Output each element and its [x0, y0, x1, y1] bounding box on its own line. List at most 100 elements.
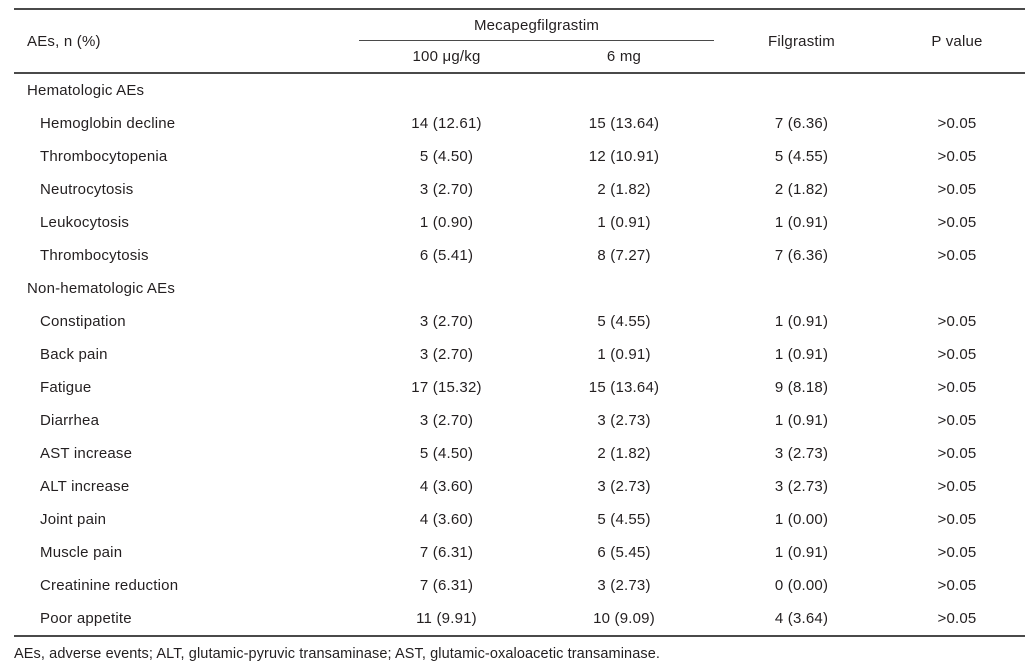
col-subheader-6mg: 6 mg: [534, 40, 714, 74]
cell-value: 5 (4.55): [597, 313, 651, 330]
table-row: Muscle pain 7 (6.31) 6 (5.45) 1 (0.91) >0.05: [14, 536, 1025, 569]
cell-value: 6 (5.41): [419, 247, 474, 264]
table-row: Poor appetite 11 (9.91) 10 (9.09) 4 (3.64) >…: [14, 602, 1025, 636]
cell-value: 6 (5.45): [597, 544, 651, 561]
cell-value: 8 (7.27): [597, 247, 651, 264]
cell-value: >0.05: [937, 577, 977, 594]
cell-value: >0.05: [937, 379, 977, 396]
cell-value: 3 (2.70): [419, 181, 474, 198]
cell-value: 12 (10.91): [588, 148, 660, 165]
table-row: AST increase 5 (4.50) 2 (1.82) 3 (2.73) >0.0…: [14, 437, 1025, 470]
cell-value: 17 (15.32): [411, 379, 482, 396]
cell-value: 7 (6.36): [774, 247, 829, 264]
row-label: Fatigue: [40, 379, 92, 396]
table-row: Thrombocytopenia 5 (4.50) 12 (10.91) 5 (4.5…: [14, 140, 1025, 173]
cell-value: 1 (0.90): [419, 214, 474, 231]
cell-value: >0.05: [937, 511, 977, 528]
cell-value: 4 (3.60): [419, 511, 474, 528]
row-label: Joint pain: [40, 511, 107, 528]
cell-value: 3 (2.73): [597, 577, 651, 594]
row-label: Poor appetite: [40, 610, 132, 627]
col-header-filgrastim: Filgrastim: [714, 9, 889, 74]
cell-value: 3 (2.73): [597, 478, 651, 495]
row-label: Creatinine reduction: [40, 577, 179, 594]
cell-value: 4 (3.60): [419, 478, 474, 495]
cell-value: 2 (1.82): [597, 181, 651, 198]
section-label: Non-hematologic AEs: [27, 280, 176, 297]
table-row: Constipation 3 (2.70) 5 (4.55) 1 (0.91) >0.0…: [14, 305, 1025, 338]
row-label: Back pain: [40, 346, 108, 363]
cell-value: 1 (0.91): [774, 346, 829, 363]
row-label: Hemoglobin decline: [40, 115, 176, 132]
cell-value: >0.05: [937, 610, 977, 627]
cell-value: 2 (1.82): [774, 181, 829, 198]
cell-value: 7 (6.31): [419, 544, 474, 561]
cell-value: 1 (0.91): [597, 346, 651, 363]
cell-value: >0.05: [937, 445, 977, 462]
row-label: Thrombocytopenia: [40, 148, 168, 165]
table-row: Diarrhea 3 (2.70) 3 (2.73) 1 (0.91) >0.05: [14, 404, 1025, 437]
adverse-events-table: AEs, n (%) Mecapegfilgrastim Filgrastim …: [14, 8, 1025, 637]
table-row: Leukocytosis 1 (0.90) 1 (0.91) 1 (0.91) >0.0…: [14, 206, 1025, 239]
cell-value: 7 (6.31): [419, 577, 474, 594]
cell-value: >0.05: [937, 478, 977, 495]
table-row: Hemoglobin decline 14 (12.61) 15 (13.64) 7 …: [14, 107, 1025, 140]
table-row: Back pain 3 (2.70) 1 (0.91) 1 (0.91) >0.05: [14, 338, 1025, 371]
cell-value: 5 (4.55): [774, 148, 829, 165]
table-footnote: AEs, adverse events; ALT, glutamic-pyruv…: [14, 646, 660, 662]
cell-value: >0.05: [937, 313, 977, 330]
table-row: ALT increase 4 (3.60) 3 (2.73) 3 (2.73) >0.0…: [14, 470, 1025, 503]
cell-value: 10 (9.09): [593, 610, 655, 627]
cell-value: 0 (0.00): [774, 577, 829, 594]
section-row: Hematologic AEs: [14, 73, 1025, 107]
table-row: Joint pain 4 (3.60) 5 (4.55) 1 (0.00) >0.05: [14, 503, 1025, 536]
cell-value: >0.05: [937, 181, 977, 198]
cell-value: 3 (2.70): [419, 412, 474, 429]
cell-value: 15 (13.64): [588, 379, 660, 396]
cell-value: 1 (0.91): [774, 412, 829, 429]
table-row: Neutrocytosis 3 (2.70) 2 (1.82) 2 (1.82) >0.…: [14, 173, 1025, 206]
row-label: Diarrhea: [40, 412, 100, 429]
table-row: Thrombocytosis 6 (5.41) 8 (7.27) 7 (6.36) >0…: [14, 239, 1025, 272]
cell-value: >0.05: [937, 115, 977, 132]
cell-value: >0.05: [937, 412, 977, 429]
cell-value: 1 (0.91): [774, 313, 829, 330]
col-header-pvalue: P value: [889, 9, 1025, 74]
row-label: Constipation: [40, 313, 126, 330]
cell-value: 1 (0.91): [774, 214, 829, 231]
col-subheader-100ugkg: 100 μg/kg: [359, 40, 534, 74]
cell-value: 2 (1.82): [597, 445, 651, 462]
cell-value: 5 (4.50): [419, 148, 474, 165]
table-row: Creatinine reduction 7 (6.31) 3 (2.73) 0 (0…: [14, 569, 1025, 602]
cell-value: 3 (2.70): [419, 313, 474, 330]
cell-value: 1 (0.91): [597, 214, 651, 231]
cell-value: 3 (2.73): [774, 445, 829, 462]
row-label: Muscle pain: [40, 544, 123, 561]
cell-value: 1 (0.00): [774, 511, 829, 528]
cell-value: 1 (0.91): [774, 544, 829, 561]
table-body: Hematologic AEs Hemoglobin decline 14 (12.…: [14, 73, 1025, 636]
row-label: Leukocytosis: [40, 214, 130, 231]
cell-value: 9 (8.18): [774, 379, 829, 396]
row-label: ALT increase: [40, 478, 130, 495]
cell-value: >0.05: [937, 247, 977, 264]
cell-value: 5 (4.50): [419, 445, 474, 462]
section-row: Non-hematologic AEs: [14, 272, 1025, 305]
section-label: Hematologic AEs: [27, 82, 145, 99]
cell-value: >0.05: [937, 544, 977, 561]
col-group-mecapegfilgrastim: Mecapegfilgrastim: [359, 9, 714, 41]
cell-value: 15 (13.64): [588, 115, 660, 132]
row-label: Thrombocytosis: [40, 247, 149, 264]
cell-value: 4 (3.64): [774, 610, 829, 627]
row-label: Neutrocytosis: [40, 181, 134, 198]
cell-value: 3 (2.73): [597, 412, 651, 429]
cell-value: 5 (4.55): [597, 511, 651, 528]
cell-value: 3 (2.73): [774, 478, 829, 495]
cell-value: >0.05: [937, 346, 977, 363]
row-label: AST increase: [40, 445, 133, 462]
cell-value: 14 (12.61): [411, 115, 482, 132]
table-row: Fatigue 17 (15.32) 15 (13.64) 9 (8.18) >0.05: [14, 371, 1025, 404]
cell-value: 11 (9.91): [416, 610, 477, 627]
cell-value: 3 (2.70): [419, 346, 474, 363]
